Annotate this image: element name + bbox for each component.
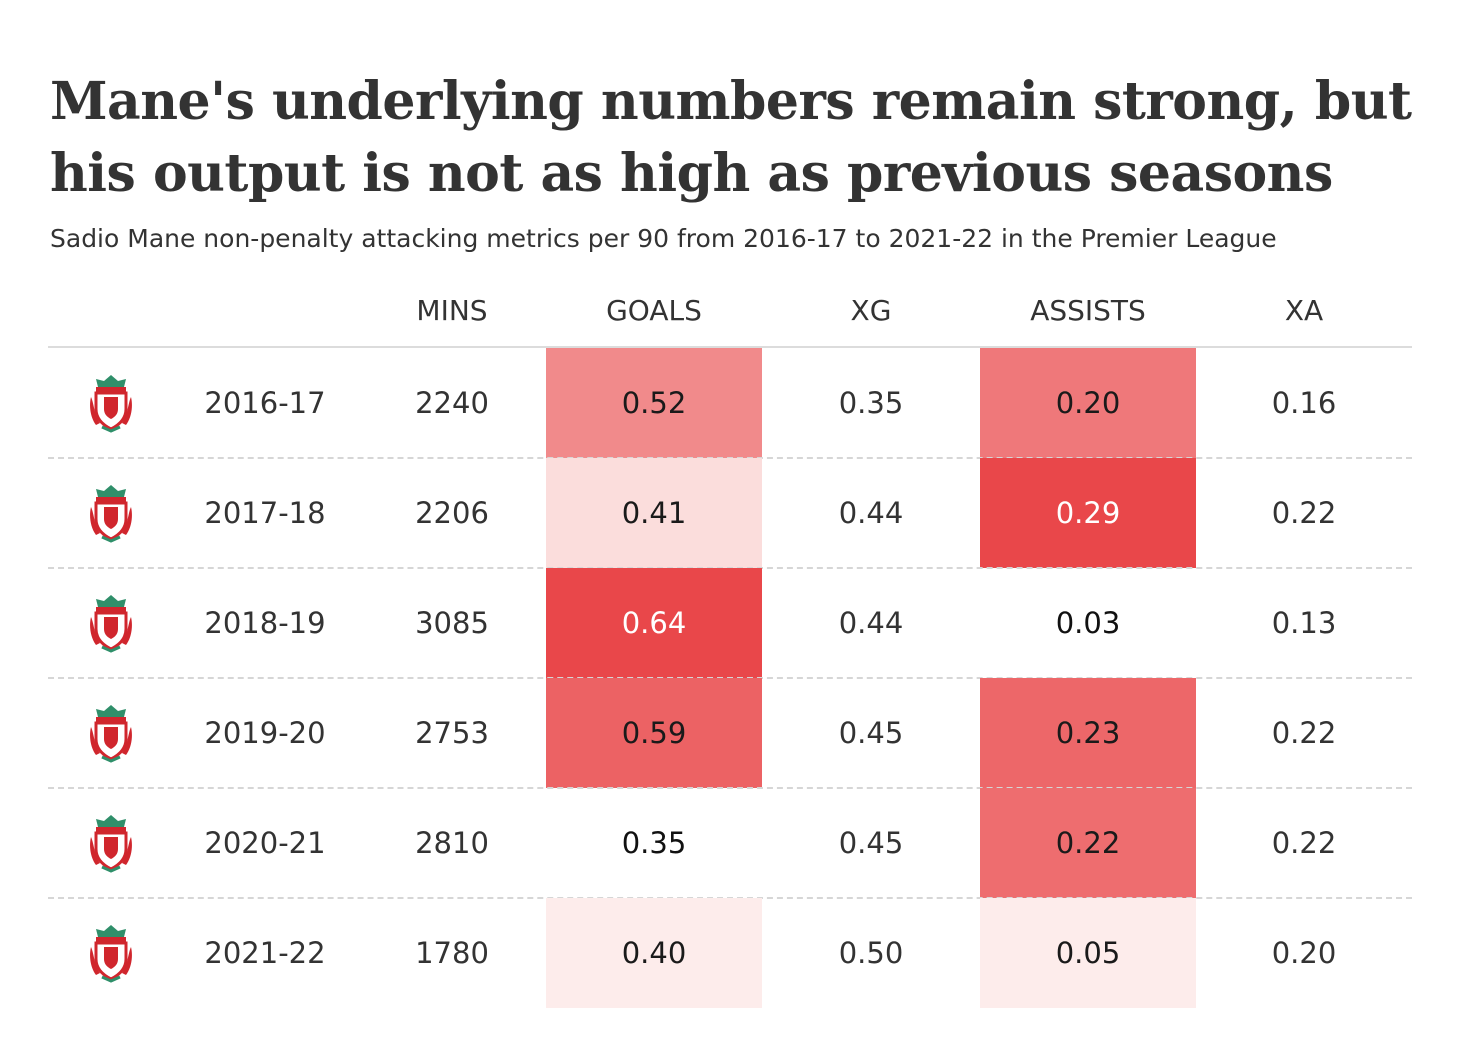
cell-goals: 0.35 [621, 826, 687, 860]
cell-xa: 0.22 [1271, 716, 1337, 750]
table-row: 2020-21 2810 0.35 0.45 0.22 0.22 [0, 788, 1460, 899]
cell-goals: 0.59 [546, 678, 762, 788]
table-header: MINS GOALS XG ASSISTS XA [0, 288, 1460, 334]
column-header-xa: XA [1284, 294, 1324, 327]
cell-assists: 0.20 [980, 348, 1196, 458]
table-row: 2017-18 2206 0.41 0.44 0.29 0.22 [0, 458, 1460, 569]
cell-xg: 0.35 [838, 386, 904, 420]
cell-assists: 0.29 [980, 458, 1196, 568]
cell-goals: 0.40 [546, 898, 762, 1008]
table-row: 2021-22 1780 0.40 0.50 0.05 0.20 [0, 898, 1460, 1008]
cell-xa: 0.16 [1271, 386, 1337, 420]
season-label: 2018-19 [204, 606, 326, 640]
column-header-xg: XG [850, 294, 892, 327]
season-label: 2020-21 [204, 826, 326, 860]
cell-goals: 0.52 [546, 348, 762, 458]
liverpool-crest-icon [90, 925, 132, 983]
table-body: 2016-17 2240 0.52 0.35 0.20 0.16 2017-18 2206 0.… [0, 348, 1460, 1010]
cell-xg: 0.45 [838, 826, 904, 860]
table-row: 2019-20 2753 0.59 0.45 0.23 0.22 [0, 678, 1460, 789]
cell-mins: 2240 [415, 386, 489, 420]
cell-xg: 0.44 [838, 496, 904, 530]
cell-mins: 3085 [415, 606, 489, 640]
cell-xa: 0.22 [1271, 826, 1337, 860]
liverpool-crest-icon [90, 705, 132, 763]
cell-assists: 0.03 [1055, 606, 1121, 640]
table-row: 2016-17 2240 0.52 0.35 0.20 0.16 [0, 348, 1460, 459]
cell-mins: 2753 [415, 716, 489, 750]
season-label: 2016-17 [204, 386, 326, 420]
table-row: 2018-19 3085 0.64 0.44 0.03 0.13 [0, 568, 1460, 679]
chart-title: Mane's underlying numbers remain strong,… [50, 71, 1412, 204]
cell-goals: 0.41 [546, 458, 762, 568]
season-label: 2017-18 [204, 496, 326, 530]
cell-xa: 0.13 [1271, 606, 1337, 640]
liverpool-crest-icon [90, 375, 132, 433]
liverpool-crest-icon [90, 815, 132, 873]
cell-xg: 0.45 [838, 716, 904, 750]
cell-xa: 0.20 [1271, 936, 1337, 970]
season-label: 2021-22 [204, 936, 326, 970]
cell-assists: 0.23 [980, 678, 1196, 788]
cell-xg: 0.44 [838, 606, 904, 640]
cell-assists: 0.22 [980, 788, 1196, 898]
row-divider [48, 787, 1412, 789]
column-header-assists: ASSISTS [1030, 294, 1146, 327]
cell-goals: 0.64 [546, 568, 762, 678]
column-header-goals: GOALS [606, 294, 702, 327]
cell-xg: 0.50 [838, 936, 904, 970]
header-divider [48, 346, 1412, 348]
chart-subtitle: Sadio Mane non-penalty attacking metrics… [50, 224, 1277, 253]
column-header-mins: MINS [416, 294, 488, 327]
liverpool-crest-icon [90, 485, 132, 543]
cell-mins: 1780 [415, 936, 489, 970]
cell-mins: 2810 [415, 826, 489, 860]
cell-mins: 2206 [415, 496, 489, 530]
season-label: 2019-20 [204, 716, 326, 750]
liverpool-crest-icon [90, 595, 132, 653]
cell-assists: 0.05 [980, 898, 1196, 1008]
cell-xa: 0.22 [1271, 496, 1337, 530]
